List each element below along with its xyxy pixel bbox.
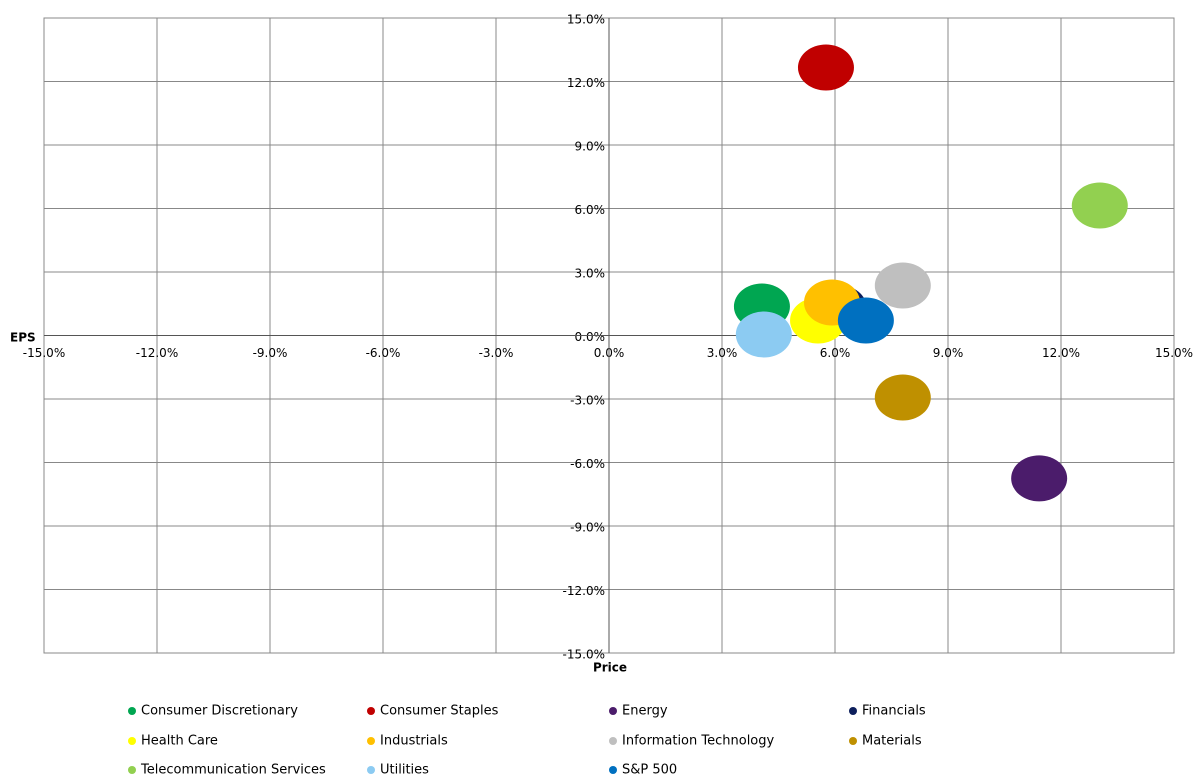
legend-label: Health Care — [141, 734, 218, 749]
y-tick-label: 6.0% — [575, 203, 606, 217]
legend-label: Energy — [622, 704, 668, 719]
legend-label: Consumer Staples — [380, 704, 499, 719]
bubble — [837, 297, 894, 344]
legend-marker — [128, 707, 136, 715]
bubble — [874, 262, 931, 309]
y-tick-label: -6.0% — [570, 457, 605, 471]
bubble — [735, 311, 792, 358]
x-tick-label: -15.0% — [23, 346, 65, 360]
legend-marker — [367, 766, 375, 774]
y-tick-label: 12.0% — [567, 76, 605, 90]
legend-marker — [609, 707, 617, 715]
bubble — [1011, 455, 1068, 502]
legend-marker — [128, 766, 136, 774]
x-tick-label: 6.0% — [820, 346, 851, 360]
legend-label: Financials — [862, 704, 926, 719]
x-tick-label: -12.0% — [136, 346, 178, 360]
y-tick-label: -3.0% — [570, 394, 605, 408]
y-tick-label: -9.0% — [570, 521, 605, 535]
legend-label: Materials — [862, 734, 922, 749]
bubble — [874, 374, 931, 421]
legend-marker — [367, 707, 375, 715]
legend-label: Utilities — [380, 763, 429, 778]
legend-label: Telecommunication Services — [140, 763, 326, 778]
legend-marker — [849, 737, 857, 745]
x-tick-label: -3.0% — [479, 346, 514, 360]
legend-label: Consumer Discretionary — [141, 704, 298, 719]
bubble — [1071, 182, 1128, 229]
x-axis-title: Price — [593, 661, 627, 675]
y-tick-label: 0.0% — [575, 330, 606, 344]
x-tick-label: 3.0% — [707, 346, 738, 360]
legend-label: S&P 500 — [622, 763, 677, 778]
x-tick-label: 15.0% — [1155, 346, 1193, 360]
legend-marker — [609, 766, 617, 774]
bubble — [797, 44, 854, 91]
legend-marker — [609, 737, 617, 745]
y-tick-label: 3.0% — [575, 267, 606, 281]
legend-marker — [367, 737, 375, 745]
y-tick-label: -15.0% — [563, 648, 605, 662]
legend-label: Information Technology — [622, 734, 775, 749]
legend-label: Industrials — [380, 734, 448, 749]
x-tick-label: -6.0% — [366, 346, 401, 360]
y-tick-label: 9.0% — [575, 140, 606, 154]
y-tick-label: 15.0% — [567, 13, 605, 27]
legend-marker — [849, 707, 857, 715]
x-tick-label: 9.0% — [933, 346, 964, 360]
y-axis-title: EPS — [10, 331, 36, 345]
y-tick-label: -12.0% — [563, 584, 605, 598]
x-tick-label: 12.0% — [1042, 346, 1080, 360]
legend-marker — [128, 737, 136, 745]
x-tick-label: -9.0% — [253, 346, 288, 360]
